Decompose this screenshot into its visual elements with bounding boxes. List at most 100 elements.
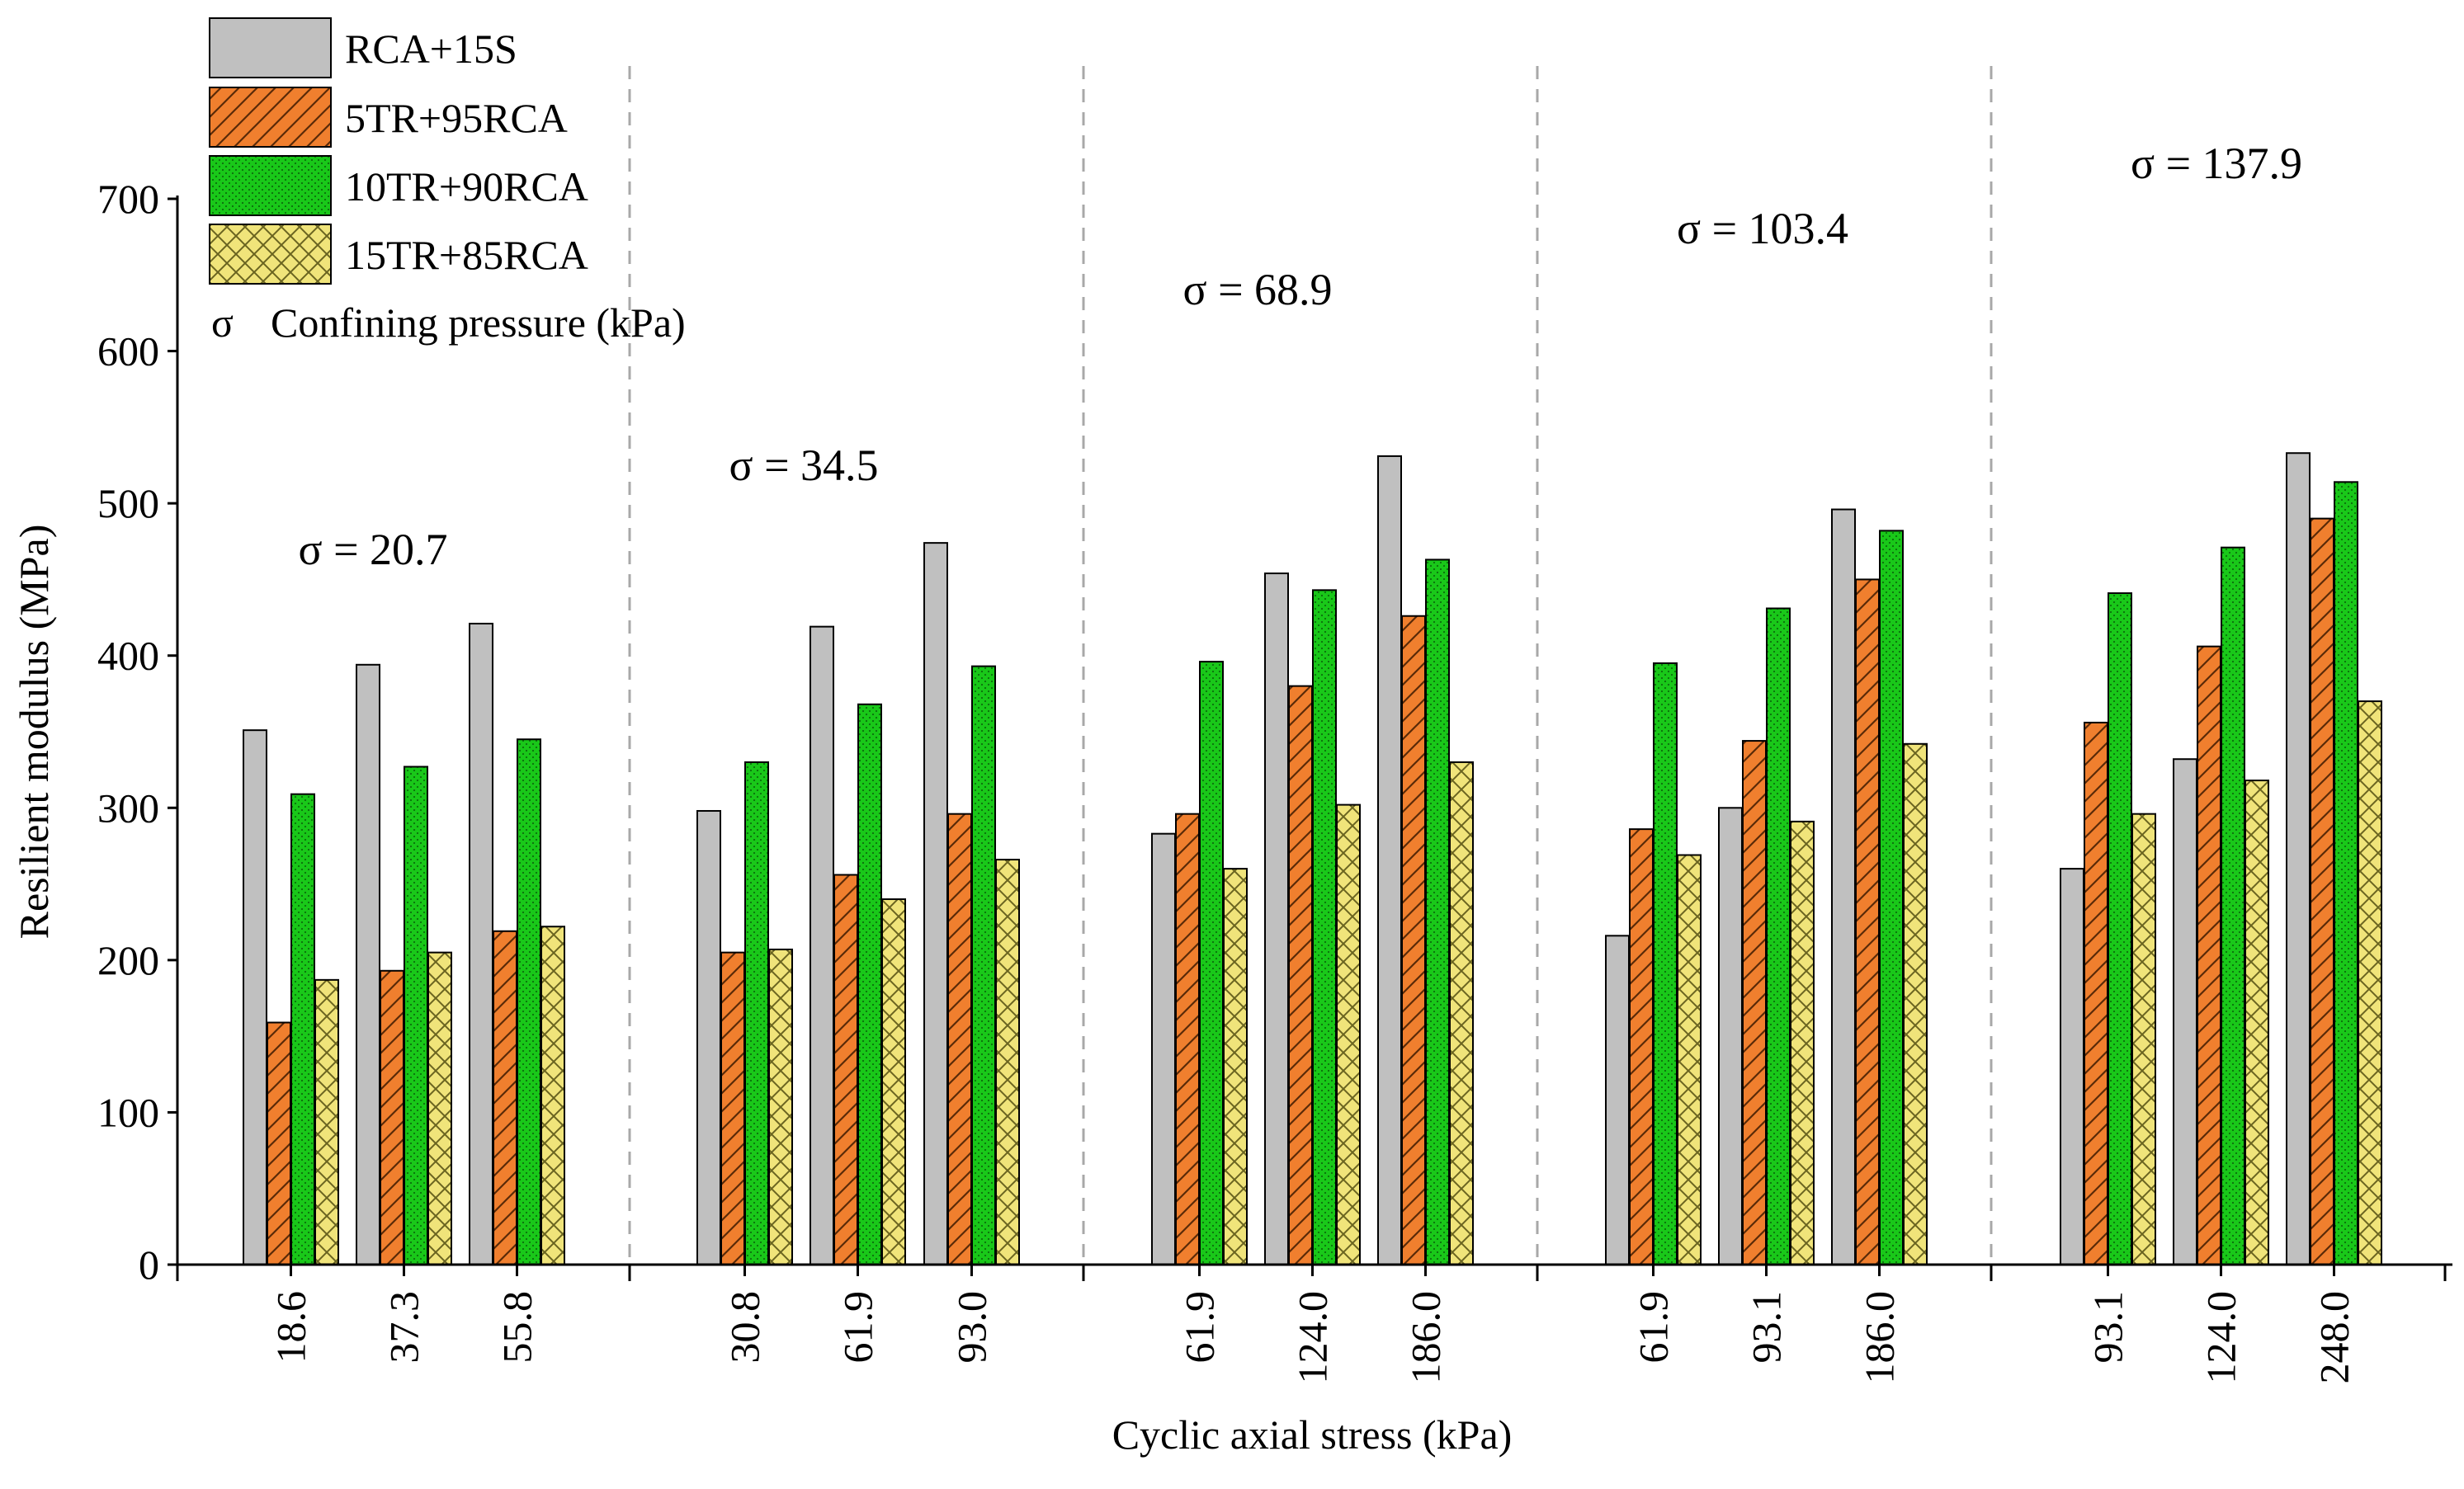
bar-rca-15s-7[interactable] — [1151, 832, 1176, 1265]
y-tick-label: 300 — [97, 785, 159, 831]
bar-10tr-90rca-15[interactable] — [2334, 481, 2358, 1265]
bar-15tr-85rca-12[interactable] — [1903, 742, 1928, 1265]
bar-5tr-95rca-8[interactable] — [1288, 685, 1313, 1265]
bar-15tr-85rca-2[interactable] — [427, 951, 452, 1265]
y-tick-label: 400 — [97, 633, 159, 679]
x-tick-label: 124.0 — [2198, 1291, 2245, 1384]
x-tick-label: 61.9 — [1631, 1291, 1677, 1364]
bar-10tr-90rca-1[interactable] — [290, 793, 315, 1265]
bar-10tr-90rca-10[interactable] — [1653, 662, 1678, 1265]
y-axis-title: Resilient modulus (MPa) — [11, 525, 57, 940]
bar-rca-15s-10[interactable] — [1605, 935, 1630, 1265]
bar-10tr-90rca-6[interactable] — [971, 665, 996, 1265]
bar-10tr-90rca-7[interactable] — [1199, 661, 1224, 1265]
y-tick-label: 500 — [97, 480, 159, 526]
x-axis-title: Cyclic axial stress (kPa) — [1112, 1411, 1513, 1458]
legend-swatch-15tr-85rca — [209, 224, 332, 285]
bar-15tr-85rca-7[interactable] — [1223, 868, 1248, 1265]
bar-5tr-95rca-11[interactable] — [1742, 740, 1767, 1265]
bar-5tr-95rca-2[interactable] — [380, 969, 404, 1265]
bar-rca-15s-1[interactable] — [243, 729, 267, 1265]
legend-sigma-symbol: σ — [211, 299, 234, 346]
group-label: σ = 103.4 — [1677, 204, 1848, 253]
bar-15tr-85rca-6[interactable] — [995, 859, 1020, 1266]
bar-15tr-85rca-3[interactable] — [540, 926, 565, 1266]
legend-swatch-rca-15s — [209, 17, 332, 78]
bar-10tr-90rca-11[interactable] — [1766, 607, 1791, 1265]
legend-label-rca-15s: RCA+15S — [345, 26, 517, 72]
legend-swatch-5tr-95rca — [209, 87, 332, 148]
bar-5tr-95rca-7[interactable] — [1175, 813, 1200, 1265]
bar-5tr-95rca-6[interactable] — [947, 813, 972, 1265]
x-tick-label: 186.0 — [1403, 1291, 1449, 1384]
bar-rca-15s-8[interactable] — [1264, 573, 1289, 1265]
y-tick-label: 0 — [139, 1242, 159, 1288]
bar-15tr-85rca-5[interactable] — [881, 898, 906, 1265]
bar-5tr-95rca-1[interactable] — [267, 1021, 291, 1265]
bar-5tr-95rca-15[interactable] — [2310, 517, 2334, 1265]
bar-15tr-85rca-4[interactable] — [768, 948, 793, 1265]
bar-10tr-90rca-5[interactable] — [857, 703, 882, 1265]
bar-rca-15s-3[interactable] — [469, 622, 493, 1265]
x-tick-label: 124.0 — [1290, 1291, 1336, 1384]
bar-rca-15s-15[interactable] — [2286, 452, 2311, 1265]
group-label: σ = 137.9 — [2131, 139, 2302, 188]
x-tick-label: 55.8 — [494, 1291, 540, 1364]
bar-10tr-90rca-8[interactable] — [1312, 589, 1337, 1265]
bar-rca-15s-6[interactable] — [923, 542, 948, 1265]
y-tick-label: 700 — [97, 176, 159, 222]
x-tick-label: 37.3 — [381, 1291, 427, 1364]
bar-5tr-95rca-10[interactable] — [1629, 828, 1654, 1265]
legend-label-15tr-85rca: 15TR+85RCA — [345, 232, 588, 278]
bar-15tr-85rca-14[interactable] — [2245, 780, 2269, 1265]
bar-15tr-85rca-13[interactable] — [2131, 813, 2156, 1265]
x-tick-label: 186.0 — [1857, 1291, 1903, 1384]
legend-label-10tr-90rca: 10TR+90RCA — [345, 163, 588, 210]
bar-10tr-90rca-9[interactable] — [1425, 558, 1450, 1265]
bar-10tr-90rca-2[interactable] — [404, 766, 428, 1265]
bar-rca-15s-2[interactable] — [356, 663, 380, 1265]
x-tick-label: 93.1 — [1744, 1291, 1790, 1364]
bar-rca-15s-4[interactable] — [696, 809, 721, 1265]
y-tick-label: 100 — [97, 1089, 159, 1135]
x-tick-label: 93.1 — [2085, 1291, 2131, 1364]
bar-rca-15s-5[interactable] — [810, 625, 834, 1265]
bar-10tr-90rca-3[interactable] — [517, 738, 541, 1265]
bar-rca-15s-9[interactable] — [1377, 455, 1402, 1265]
bar-15tr-85rca-8[interactable] — [1336, 803, 1361, 1265]
bar-rca-15s-13[interactable] — [2060, 868, 2084, 1265]
bar-15tr-85rca-15[interactable] — [2358, 700, 2382, 1265]
y-tick-label: 600 — [97, 328, 159, 375]
x-tick-label: 61.9 — [1177, 1291, 1223, 1364]
group-label: σ = 34.5 — [729, 441, 878, 490]
bar-rca-15s-12[interactable] — [1831, 508, 1856, 1265]
x-tick-label: 61.9 — [835, 1291, 881, 1364]
bar-15tr-85rca-10[interactable] — [1677, 854, 1702, 1265]
bar-10tr-90rca-4[interactable] — [744, 761, 769, 1265]
group-label: σ = 68.9 — [1182, 265, 1332, 314]
bar-5tr-95rca-5[interactable] — [833, 874, 858, 1266]
bar-15tr-85rca-1[interactable] — [314, 978, 339, 1265]
bar-5tr-95rca-12[interactable] — [1855, 578, 1880, 1265]
y-tick-label: 200 — [97, 937, 159, 983]
bar-10tr-90rca-14[interactable] — [2221, 546, 2245, 1265]
x-tick-label: 18.6 — [268, 1291, 314, 1364]
bar-10tr-90rca-12[interactable] — [1879, 530, 1904, 1265]
bar-5tr-95rca-9[interactable] — [1401, 615, 1426, 1265]
x-tick-label: 93.0 — [949, 1291, 995, 1364]
bar-5tr-95rca-3[interactable] — [493, 930, 517, 1265]
bar-15tr-85rca-11[interactable] — [1790, 820, 1815, 1265]
bar-rca-15s-11[interactable] — [1718, 807, 1743, 1265]
bar-5tr-95rca-4[interactable] — [720, 951, 745, 1265]
bar-15tr-85rca-9[interactable] — [1449, 761, 1474, 1265]
bar-5tr-95rca-13[interactable] — [2084, 721, 2108, 1265]
legend-label-5tr-95rca: 5TR+95RCA — [345, 95, 568, 141]
bar-5tr-95rca-14[interactable] — [2197, 645, 2221, 1265]
bar-rca-15s-14[interactable] — [2173, 758, 2197, 1265]
x-tick-label: 30.8 — [722, 1291, 768, 1364]
legend-confining-pressure-label: Confining pressure (kPa) — [271, 299, 686, 346]
bar-10tr-90rca-13[interactable] — [2108, 592, 2132, 1265]
group-label: σ = 20.7 — [298, 525, 447, 574]
